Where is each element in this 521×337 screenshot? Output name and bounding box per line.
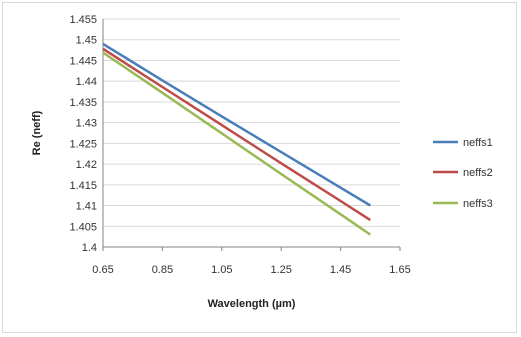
y-tick-label: 1.43	[76, 118, 97, 130]
y-tick-label: 1.41	[76, 201, 97, 213]
legend-label-neffs1: neffs1	[463, 137, 493, 149]
series-lines	[102, 42, 372, 236]
y-tick-label: 1.405	[69, 221, 97, 233]
gridlines	[103, 18, 400, 227]
y-tick-labels: 1.4 1.405 1.41 1.415 1.42 1.425 1.43 1.435 1.44 1…	[69, 14, 97, 254]
axes	[102, 19, 401, 251]
chart-frame	[2, 2, 517, 333]
y-tick-label: 1.42	[76, 159, 97, 171]
x-tick-label: 1.05	[211, 264, 232, 276]
y-tick-label: 1.435	[69, 97, 97, 109]
y-tick-label: 1.425	[69, 138, 97, 150]
x-tick-label: 0.65	[92, 264, 113, 276]
x-tick-label: 0.85	[152, 264, 173, 276]
x-tick-label: 1.25	[270, 264, 291, 276]
legend-label-neffs3: neffs3	[463, 198, 493, 210]
series-line-neffs1	[102, 42, 371, 207]
x-axis-title: Wavelength (µm)	[208, 298, 296, 310]
x-tick-label: 1.45	[330, 264, 351, 276]
y-tick-label: 1.445	[69, 55, 97, 67]
y-tick-label: 1.455	[69, 14, 97, 26]
y-axis-title: Re (neff)	[31, 110, 43, 155]
legend: neffs1 neffs2 neffs3	[433, 137, 493, 210]
series-line-neffs2	[102, 47, 371, 222]
y-tick-label: 1.44	[76, 76, 97, 88]
x-tick-label: 1.65	[389, 264, 410, 276]
legend-label-neffs2: neffs2	[463, 167, 493, 179]
y-tick-label: 1.4	[82, 242, 97, 254]
y-tick-label: 1.415	[69, 180, 97, 192]
x-tick-labels: 0.65 0.85 1.05 1.25 1.45 1.65	[92, 264, 410, 276]
y-tick-label: 1.45	[76, 35, 97, 47]
series-line-neffs3	[102, 51, 372, 236]
